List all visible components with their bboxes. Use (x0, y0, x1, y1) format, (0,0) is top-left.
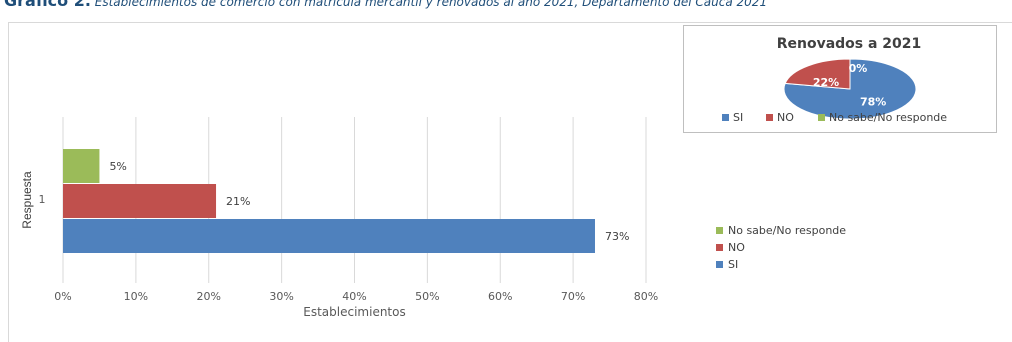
legend-label-si: SI (728, 258, 738, 271)
legend-swatch-si (716, 261, 723, 268)
pie-chart: Renovados a 2021 78% 22% 0% SI NO No sabe/No r… (722, 36, 947, 124)
pie-legend-swatch-no-sabe-no-responde (818, 114, 825, 121)
caption-text: Establecimientos de comercio con matrícu… (90, 0, 768, 9)
x-tick-label: 50% (415, 290, 439, 303)
legend-label-no: NO (728, 241, 745, 254)
pie-legend-label-no: NO (777, 111, 794, 124)
bar-no (63, 184, 217, 218)
x-tick-label: 70% (561, 290, 585, 303)
x-tick-label: 40% (342, 290, 366, 303)
legend-swatch-no-sabe-no-responde (716, 227, 723, 234)
x-tick-label: 60% (488, 290, 512, 303)
pie-title: Renovados a 2021 (777, 36, 922, 52)
bar-si (63, 219, 595, 253)
data-label-no-sabe-no-responde: 5% (109, 160, 126, 173)
y-axis-title: Respuesta (20, 171, 34, 229)
chart-frame (8, 22, 1012, 342)
pie-label-si: 78% (860, 96, 886, 109)
pie-label-no: 22% (813, 76, 839, 89)
pie-label-no-sabe-no-responde: 0% (849, 62, 868, 75)
x-tick-label: 20% (197, 290, 221, 303)
legend-swatch-no (716, 244, 723, 251)
x-tick-label: 30% (269, 290, 293, 303)
pie-legend-label-no-sabe-no-responde: No sabe/No responde (829, 111, 947, 124)
pie-legend-swatch-no (766, 114, 773, 121)
pie-legend-swatch-si (722, 114, 729, 121)
x-tick-label: 10% (124, 290, 148, 303)
chart-caption: Gráfico 2. Establecimientos de comercio … (4, 0, 767, 10)
pie-slice-si (783, 58, 917, 120)
data-label-no: 21% (226, 195, 250, 208)
caption-lead: Gráfico 2. (4, 0, 91, 10)
x-tick-label: 80% (634, 290, 658, 303)
pie-legend-label-si: SI (733, 111, 743, 124)
x-axis-title: Establecimientos (303, 305, 405, 319)
data-label-si: 73% (605, 230, 629, 243)
pie-slice-no (784, 58, 851, 90)
pie-chart-box: Renovados a 2021 78% 22% 0% SI NO No sabe/No r… (683, 25, 997, 133)
bar-no-sabe-no-responde (63, 149, 100, 183)
y-tick-label: 1 (39, 193, 46, 206)
x-tick-label: 0% (54, 290, 71, 303)
legend-label-no-sabe-no-responde: No sabe/No responde (728, 224, 846, 237)
